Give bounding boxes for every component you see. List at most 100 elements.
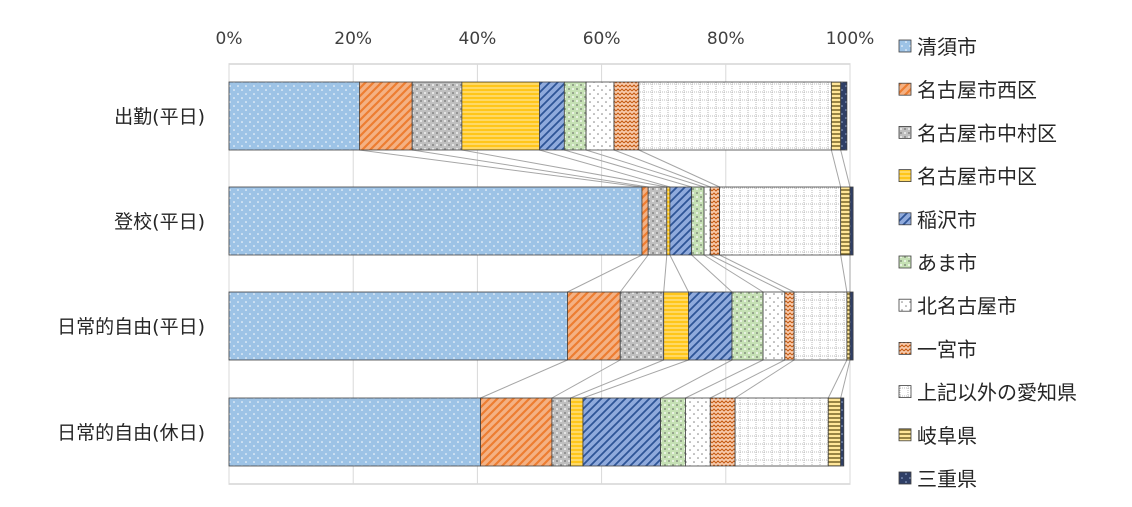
legend-label: 清須市	[917, 35, 977, 59]
x-tick-label: 100%	[826, 29, 875, 49]
bar-segment	[461, 81, 540, 151]
legend-label: 上記以外の愛知県	[917, 381, 1077, 405]
legend-item: あま市	[898, 251, 977, 275]
bar-segment	[660, 397, 686, 467]
series-lines	[359, 149, 851, 399]
series-line	[570, 359, 664, 399]
bar-segment	[582, 397, 661, 467]
bar-segment	[228, 291, 568, 361]
series-line	[480, 359, 568, 399]
legend-swatch	[898, 212, 912, 226]
legend-swatch	[898, 255, 912, 269]
bar-segment	[563, 81, 587, 151]
legend-item: 清須市	[898, 35, 977, 59]
legend-swatch	[898, 82, 912, 96]
legend-swatch	[898, 341, 912, 355]
bar-segment	[793, 291, 848, 361]
x-tick-label: 60%	[583, 29, 621, 49]
x-tick-label: 40%	[459, 29, 497, 49]
legend-swatch	[898, 428, 912, 442]
legend-label: 一宮市	[917, 337, 977, 361]
legend-item: 名古屋市中区	[898, 165, 1037, 189]
category-label: 日常的自由(休日)	[57, 422, 205, 444]
legend-label: 稲沢市	[917, 208, 977, 232]
series-line	[669, 254, 689, 293]
bar-segment	[619, 291, 665, 361]
legend-item: 三重県	[898, 467, 977, 491]
bar-segment	[641, 186, 649, 256]
bar-segment	[666, 186, 671, 256]
legend-item: 名古屋市中村区	[898, 121, 1057, 145]
bar-segment	[359, 81, 413, 151]
series-line	[567, 254, 643, 293]
bar-segment	[691, 186, 705, 256]
series-line	[734, 359, 795, 399]
bar-segment	[669, 186, 693, 256]
bar-segment	[830, 81, 842, 151]
bar-segment	[762, 291, 786, 361]
legend-label: 名古屋市中区	[917, 165, 1037, 189]
series-line	[539, 149, 671, 188]
bar-segment	[734, 397, 829, 467]
series-line	[660, 359, 733, 399]
bar-segment	[849, 186, 854, 256]
bar-segment	[709, 186, 720, 256]
legend-swatch	[898, 126, 912, 139]
legend-item: 一宮市	[898, 337, 977, 361]
legend-label: 北名古屋市	[917, 294, 1017, 318]
series-line	[685, 359, 764, 399]
series-line	[564, 149, 692, 188]
legend-label: 岐阜県	[917, 424, 977, 448]
series-line	[691, 254, 733, 293]
series-line	[840, 149, 851, 188]
series-line	[619, 254, 649, 293]
category-axis: 出勤(平日) 登校(平日) 日常的自由(平日) 日常的自由(休日)	[57, 106, 205, 444]
series-line	[613, 149, 711, 188]
legend-swatch	[898, 298, 912, 312]
series-line	[585, 149, 705, 188]
bar-segment	[613, 81, 640, 151]
legend-label: 名古屋市中村区	[917, 121, 1057, 145]
legend-item: 北名古屋市	[898, 294, 1017, 318]
legend-item: 名古屋市西区	[898, 78, 1037, 102]
series-line	[703, 254, 764, 293]
bar-segment	[827, 397, 842, 467]
series-line	[710, 359, 786, 399]
bar-segment	[840, 397, 845, 467]
bar-segment	[638, 81, 832, 151]
series-line	[359, 149, 643, 188]
x-axis: 0% 20% 40% 60% 80% 100%	[216, 29, 875, 49]
bar-segment	[719, 186, 842, 256]
bar-segment	[228, 397, 481, 467]
legend-label: 三重県	[917, 467, 977, 491]
bar-segment	[846, 291, 851, 361]
series-line	[827, 359, 848, 399]
bar-segment	[228, 81, 360, 151]
bar-segment	[840, 81, 848, 151]
x-tick-label: 20%	[334, 29, 372, 49]
bar-segment	[567, 291, 621, 361]
series-line	[551, 359, 621, 399]
bar-segment	[784, 291, 795, 361]
legend-item: 岐阜県	[898, 424, 977, 448]
series-line	[719, 254, 795, 293]
bar-segment	[480, 397, 553, 467]
bar-segment	[703, 186, 711, 256]
bar-segment	[849, 291, 854, 361]
category-label: 日常的自由(平日)	[57, 316, 205, 338]
bar-segment	[840, 186, 851, 256]
legend-label: あま市	[917, 251, 977, 275]
bar-segment	[647, 186, 668, 256]
bar-segment	[731, 291, 764, 361]
bar-segment	[685, 397, 711, 467]
bar-segment	[411, 81, 463, 151]
series-line	[710, 254, 786, 293]
series-line	[461, 149, 667, 188]
legend-swatch	[898, 39, 912, 53]
bar-segment	[585, 81, 615, 151]
category-label: 出勤(平日)	[114, 106, 205, 128]
legend-swatch	[898, 169, 912, 183]
series-line	[638, 149, 720, 188]
